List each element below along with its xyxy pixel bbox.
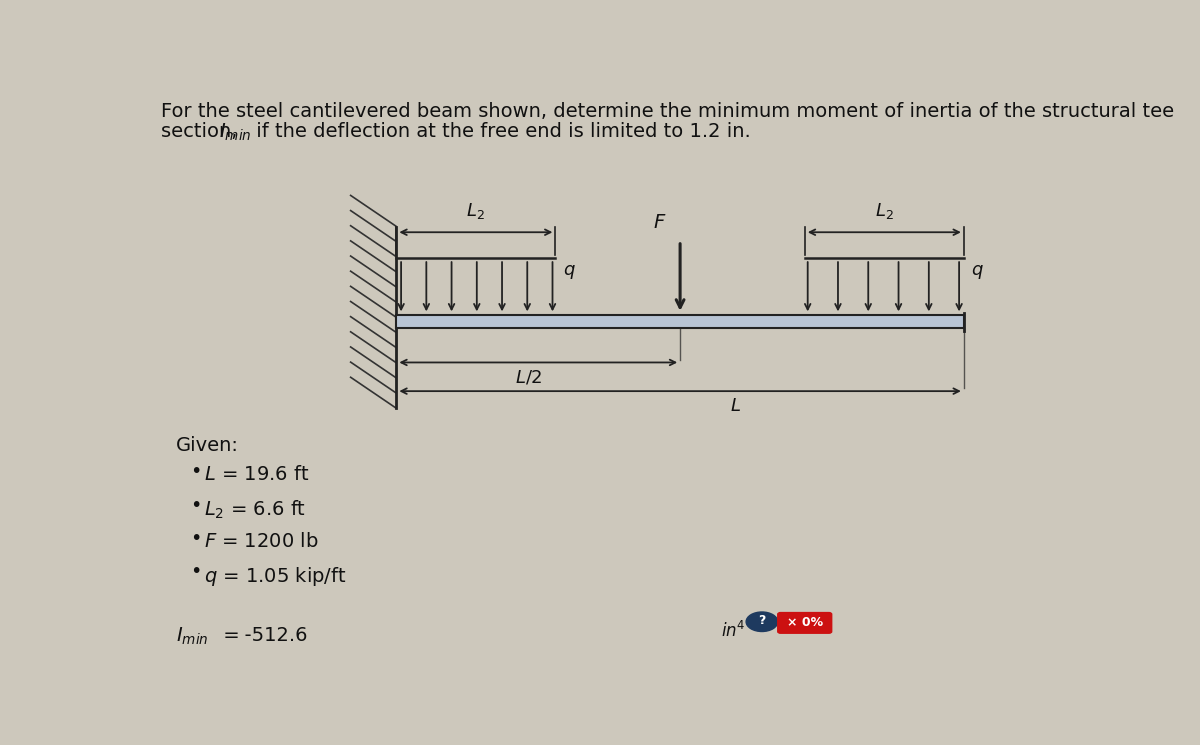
Text: $q$: $q$ xyxy=(971,264,984,282)
Text: For the steel cantilevered beam shown, determine the minimum moment of inertia o: For the steel cantilevered beam shown, d… xyxy=(161,102,1175,121)
Text: $L$: $L$ xyxy=(731,397,742,415)
Text: × 0%: × 0% xyxy=(787,616,823,630)
Text: •: • xyxy=(190,529,202,548)
FancyBboxPatch shape xyxy=(778,612,832,633)
Text: $I_{min}$: $I_{min}$ xyxy=(176,626,209,647)
Text: $L_2$: $L_2$ xyxy=(467,200,485,221)
Bar xyxy=(396,315,964,328)
Text: $q$: $q$ xyxy=(563,264,576,282)
Text: $L/2$: $L/2$ xyxy=(515,368,542,386)
Text: $I_{min}$: $I_{min}$ xyxy=(218,121,251,143)
Text: $q$ = 1.05 kip/ft: $q$ = 1.05 kip/ft xyxy=(204,565,347,588)
Text: •: • xyxy=(190,495,202,515)
Text: $L_2$: $L_2$ xyxy=(875,200,894,221)
Text: ?: ? xyxy=(758,614,766,627)
Text: •: • xyxy=(190,562,202,581)
Text: section,: section, xyxy=(161,121,244,141)
Text: $L$ = 19.6 ft: $L$ = 19.6 ft xyxy=(204,465,310,484)
Text: $F$: $F$ xyxy=(653,213,666,232)
Circle shape xyxy=(746,612,778,632)
Text: if the deflection at the free end is limited to 1.2 in.: if the deflection at the free end is lim… xyxy=(251,121,751,141)
Text: $in^4$: $in^4$ xyxy=(721,621,745,641)
Text: =: = xyxy=(217,626,246,644)
Text: Given:: Given: xyxy=(176,437,239,455)
Text: •: • xyxy=(190,462,202,481)
Text: -512.6: -512.6 xyxy=(232,626,307,644)
Text: $F$ = 1200 lb: $F$ = 1200 lb xyxy=(204,532,318,551)
Text: $L_2$ = 6.6 ft: $L_2$ = 6.6 ft xyxy=(204,498,306,521)
